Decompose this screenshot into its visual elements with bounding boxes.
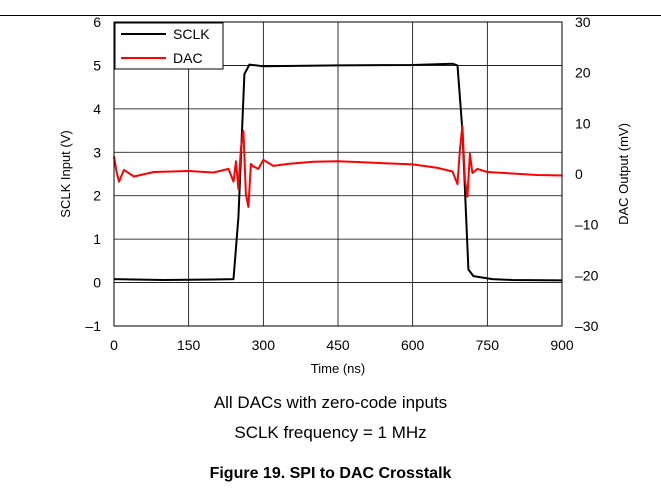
- legend-label-sclk: SCLK: [173, 26, 210, 42]
- x-tick-label: 750: [476, 337, 500, 353]
- tick-labels: 0 150 300 450 600 750 900–10123456–30–20–10010…: [85, 14, 598, 353]
- note-sclk-frequency: SCLK frequency = 1 MHz: [234, 423, 427, 442]
- y-right-tick-label: 0: [575, 166, 583, 182]
- series-line-sclk: [113, 62, 563, 282]
- crosstalk-chart: 0 150 300 450 600 750 900–10123456–30–20–10010…: [58, 14, 631, 376]
- y-left-axis-label: SCLK Input (V): [58, 130, 73, 217]
- x-tick-label: 450: [326, 337, 350, 353]
- note-zero-code: All DACs with zero-code inputs: [213, 393, 448, 412]
- legend-box: [114, 22, 224, 70]
- y-right-tick-label: –30: [575, 318, 599, 334]
- y-left-tick-label: –1: [85, 318, 101, 334]
- series-layer: [113, 62, 563, 282]
- top-rule: [0, 15, 661, 16]
- y-right-tick-label: –20: [575, 267, 599, 283]
- figure-title: Figure 19. SPI to DAC Crosstalk: [209, 465, 452, 482]
- x-tick-label: 300: [252, 337, 276, 353]
- legend: SCLK DAC: [114, 22, 224, 70]
- x-tick-label: 600: [401, 337, 425, 353]
- y-right-axis-label: DAC Output (mV): [616, 123, 631, 225]
- y-left-tick-label: 4: [93, 101, 101, 117]
- legend-label-dac: DAC: [173, 50, 203, 66]
- y-left-tick-label: 6: [93, 14, 101, 30]
- series-line-dac: [113, 124, 563, 208]
- y-left-tick-label: 0: [93, 275, 101, 291]
- y-left-tick-label: 1: [93, 231, 101, 247]
- y-left-tick-label: 5: [93, 57, 101, 73]
- y-left-tick-label: 2: [93, 188, 101, 204]
- x-tick-label: 0: [110, 337, 118, 353]
- y-left-tick-label: 3: [93, 144, 101, 160]
- x-tick-label: 900: [550, 337, 574, 353]
- y-right-tick-label: –10: [575, 217, 599, 233]
- grid: [114, 22, 562, 326]
- x-axis-label: Time (ns): [311, 361, 365, 376]
- y-right-tick-label: 30: [575, 14, 591, 30]
- y-right-tick-label: 10: [575, 115, 591, 131]
- x-tick-label: 150: [177, 337, 201, 353]
- y-right-tick-label: 20: [575, 65, 591, 81]
- plot-frame: [113, 21, 563, 327]
